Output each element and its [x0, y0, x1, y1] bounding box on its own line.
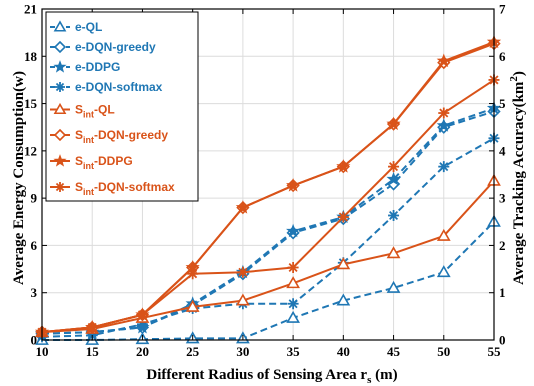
series-layer: [34, 34, 502, 345]
series-line: [41, 137, 495, 338]
y-right-tick-label: 2: [499, 238, 506, 253]
legend-item: Sint-DDPG: [50, 154, 133, 171]
data-point: [438, 107, 450, 119]
y-right-tick-label: 7: [499, 2, 506, 17]
legend-label: Sint-DDPG: [75, 154, 133, 171]
legend-marker: [53, 128, 67, 142]
data-point: [286, 178, 301, 192]
y-left-tick-label: 0: [31, 333, 38, 348]
legend-label: e-DQN-greedy: [75, 40, 156, 54]
data-point: [86, 321, 98, 333]
legend-marker: [53, 60, 67, 73]
data-point: [436, 118, 451, 132]
legend-box: [45, 11, 199, 202]
legend-marker: [55, 82, 65, 92]
series-line: [41, 79, 495, 334]
x-tick-label: 25: [186, 344, 200, 359]
data-point: [386, 171, 401, 186]
data-point: [185, 299, 200, 312]
data-point: [136, 309, 148, 321]
data-point: [286, 276, 300, 289]
x-tick-label: 55: [488, 344, 502, 359]
y-left-tick-label: 21: [24, 2, 37, 17]
y-right-tick-label: 6: [499, 49, 506, 64]
x-tick-label: 30: [236, 344, 249, 359]
y-left-tick-label: 15: [24, 96, 38, 111]
legend-marker: [55, 182, 65, 192]
data-point: [386, 246, 401, 259]
legend-label: Sint-QL: [75, 103, 115, 120]
y-right-tick-label: 4: [499, 143, 506, 158]
data-point: [386, 280, 401, 293]
legend-item: Sint-DQN-softmax: [50, 180, 175, 197]
series-line: [41, 180, 495, 334]
y-axis-left-title: Average Energy Consumption(w): [11, 71, 27, 285]
x-tick-label: 10: [36, 344, 49, 359]
y-left-tick-label: 12: [24, 143, 37, 158]
series-line: [41, 107, 495, 335]
x-tick-label: 20: [136, 344, 149, 359]
legend-marker: [53, 40, 67, 54]
data-point: [235, 200, 250, 214]
y-left-tick-label: 6: [31, 238, 38, 253]
x-tick-label: 15: [86, 344, 100, 359]
data-point: [187, 268, 199, 280]
y-right-tick-label: 1: [499, 285, 506, 300]
legend-marker: [53, 102, 67, 115]
y-left-tick-label: 3: [31, 285, 38, 300]
data-point: [388, 209, 400, 221]
series-line: [42, 221, 495, 341]
data-point: [386, 116, 401, 131]
data-point: [336, 159, 351, 173]
y-right-tick-label: 0: [499, 333, 506, 348]
data-point: [436, 228, 451, 241]
data-point: [337, 211, 349, 223]
legend-marker: [53, 20, 67, 32]
x-tick-label: 35: [287, 344, 301, 359]
y-axis-right-title: Average Tracking Accuracy(km2): [508, 71, 527, 285]
data-point: [287, 298, 299, 310]
y-left-tick-label: 18: [24, 49, 38, 64]
legend-label: Sint-DQN-greedy: [75, 128, 168, 145]
legend-label: e-DDPG: [75, 60, 120, 74]
legend-item: Sint-DQN-greedy: [50, 128, 168, 145]
data-point: [436, 265, 451, 278]
legend-label: e-DQN-softmax: [75, 80, 163, 94]
data-point: [286, 223, 301, 238]
legend-item: e-DDPG: [50, 60, 120, 74]
data-point: [287, 261, 299, 273]
x-tick-label: 45: [387, 344, 401, 359]
legend-item: e-DQN-greedy: [50, 40, 156, 54]
data-point: [236, 293, 250, 306]
data-point: [237, 266, 249, 278]
y-right-tick-label: 5: [499, 96, 506, 111]
x-tick-label: 40: [337, 344, 350, 359]
data-point: [336, 293, 351, 306]
axes-box: [41, 8, 495, 341]
legend-item: e-QL: [50, 20, 102, 34]
legend-label: Sint-DQN-softmax: [75, 180, 175, 197]
data-point: [438, 161, 450, 173]
legend-item: e-DQN-softmax: [50, 80, 163, 94]
y-left-tick-label: 9: [31, 191, 38, 206]
legend-marker: [53, 154, 67, 167]
data-point: [388, 161, 400, 173]
legend: e-QL e-DQN-greedy e-DDPG e-DQN-softmax Sint-…: [45, 11, 199, 202]
data-point: [286, 310, 300, 323]
legend-item: Sint-QL: [50, 103, 115, 120]
data-point: [336, 257, 351, 270]
x-tick-label: 50: [437, 344, 450, 359]
legend-label: e-QL: [75, 20, 102, 34]
data-point: [436, 53, 451, 68]
x-axis-title: Different Radius of Sensing Area rs (m): [146, 367, 397, 386]
y-right-tick-label: 3: [499, 191, 506, 206]
series-line: [41, 110, 495, 335]
